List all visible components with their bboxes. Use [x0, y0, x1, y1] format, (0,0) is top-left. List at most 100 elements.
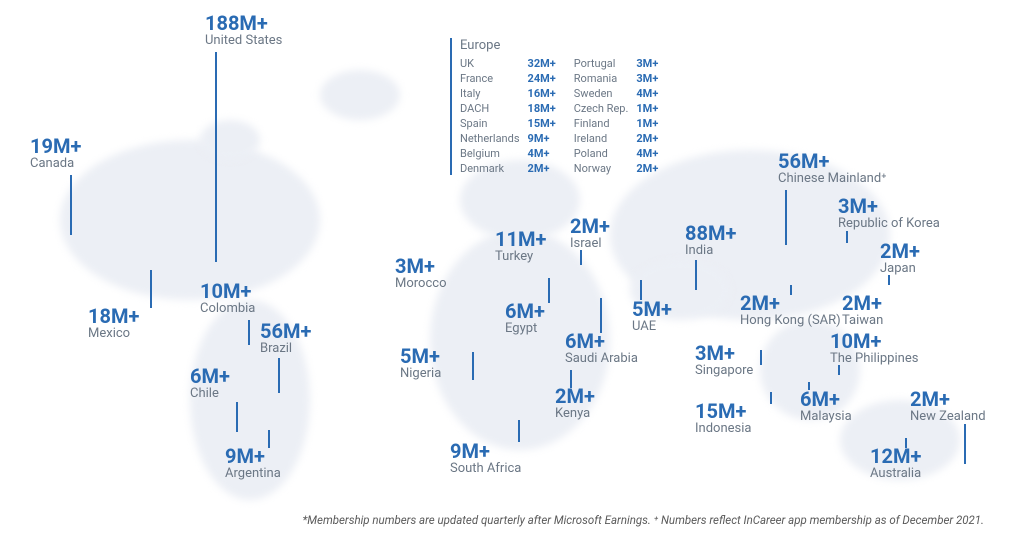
callout-value: 6M+: [190, 365, 230, 387]
callout-label: Morocco: [395, 277, 446, 291]
callout-ca: 19M+Canada: [30, 135, 81, 171]
callout-value: 5M+: [632, 298, 672, 320]
leader-line: [770, 392, 772, 404]
leader-line: [846, 231, 848, 243]
footnote: *Membership numbers are updated quarterl…: [303, 513, 985, 527]
leader-line: [518, 420, 520, 442]
callout-label: Brazil: [260, 342, 311, 356]
callout-label: The Philippines: [830, 352, 918, 366]
callout-ae: 5M+UAE: [632, 298, 672, 334]
callout-value: 3M+: [395, 255, 446, 277]
callout-za: 9M+South Africa: [450, 440, 521, 476]
callout-hk: 2M+Hong Kong (SAR): [740, 292, 841, 328]
world-membership-map: Europe UK32M+France24M+Italy16M+DACH18M+…: [0, 0, 1024, 539]
europe-country: Spain: [460, 117, 520, 130]
callout-sg: 3M+Singapore: [695, 342, 753, 378]
callout-label: South Africa: [450, 462, 521, 476]
europe-value: 2M+: [528, 162, 556, 175]
leader-line: [695, 260, 697, 290]
callout-eg: 6M+Egypt: [505, 300, 545, 336]
callout-ph: 10M+The Philippines: [830, 330, 918, 366]
callout-value: 3M+: [695, 342, 753, 364]
callout-label: Hong Kong (SAR): [740, 314, 841, 328]
callout-au: 12M+Australia: [870, 445, 921, 481]
leader-line: [150, 270, 152, 308]
callout-label: New Zealand: [910, 410, 986, 424]
callout-label: Malaysia: [800, 410, 852, 424]
callout-cn: 56M+Chinese Mainland⁺: [778, 150, 886, 186]
europe-value: 32M+: [528, 57, 556, 70]
callout-value: 56M+: [778, 150, 886, 172]
callout-nz: 2M+New Zealand: [910, 388, 986, 424]
callout-label: Taiwan: [842, 314, 883, 328]
callout-value: 6M+: [800, 388, 852, 410]
callout-label: Republic of Korea: [838, 217, 940, 231]
callout-ma: 3M+Morocco: [395, 255, 446, 291]
callout-value: 56M+: [260, 320, 311, 342]
callout-label: Argentina: [225, 467, 281, 481]
callout-value: 9M+: [225, 445, 281, 467]
europe-value: 4M+: [528, 147, 556, 160]
callout-value: 12M+: [870, 445, 921, 467]
callout-label: Mexico: [88, 327, 139, 341]
europe-country: Sweden: [574, 87, 629, 100]
callout-label: Turkey: [495, 250, 546, 264]
europe-value: 18M+: [528, 102, 556, 115]
callout-us: 188M+United States: [205, 12, 282, 48]
europe-value: 2M+: [636, 162, 658, 175]
callout-my: 6M+Malaysia: [800, 388, 852, 424]
leader-line: [548, 278, 550, 303]
callout-value: 11M+: [495, 228, 546, 250]
europe-country: Ireland: [574, 132, 629, 145]
callout-label: United States: [205, 34, 282, 48]
europe-country: Finland: [574, 117, 629, 130]
leader-line: [838, 365, 840, 375]
europe-country: France: [460, 72, 520, 85]
europe-value: 4M+: [636, 87, 658, 100]
callout-cl: 6M+Chile: [190, 365, 230, 401]
callout-label: India: [685, 244, 736, 258]
callout-value: 18M+: [88, 305, 139, 327]
callout-value: 88M+: [685, 222, 736, 244]
europe-col-1: UK32M+France24M+Italy16M+DACH18M+Spain15…: [460, 57, 556, 175]
leader-line: [600, 298, 602, 333]
callout-ar: 9M+Argentina: [225, 445, 281, 481]
europe-value: 9M+: [528, 132, 556, 145]
callout-label: Japan: [880, 262, 920, 276]
callout-tr: 11M+Turkey: [495, 228, 546, 264]
callout-value: 19M+: [30, 135, 81, 157]
europe-country: Norway: [574, 162, 629, 175]
leader-line: [760, 350, 762, 365]
callout-label: Egypt: [505, 322, 545, 336]
callout-label: Israel: [570, 237, 610, 251]
europe-country: Belgium: [460, 147, 520, 160]
leader-line: [70, 175, 72, 235]
europe-value: 15M+: [528, 117, 556, 130]
europe-country: Netherlands: [460, 132, 520, 145]
europe-country: Italy: [460, 87, 520, 100]
callout-value: 2M+: [555, 385, 595, 407]
landmass: [60, 140, 320, 300]
leader-line: [580, 250, 582, 265]
callout-label: Saudi Arabia: [565, 352, 638, 366]
callout-label: Canada: [30, 157, 81, 171]
callout-value: 6M+: [565, 330, 638, 352]
callout-in: 88M+India: [685, 222, 736, 258]
callout-jp: 2M+Japan: [880, 240, 920, 276]
callout-ke: 2M+Kenya: [555, 385, 595, 421]
leader-line: [472, 352, 474, 380]
europe-country: Czech Rep.: [574, 102, 629, 115]
europe-country: DACH: [460, 102, 520, 115]
callout-mx: 18M+Mexico: [88, 305, 139, 341]
callout-value: 3M+: [838, 195, 940, 217]
europe-box: Europe UK32M+France24M+Italy16M+DACH18M+…: [450, 38, 740, 175]
callout-value: 2M+: [880, 240, 920, 262]
leader-line: [964, 424, 966, 464]
leader-line: [248, 320, 250, 345]
europe-country: UK: [460, 57, 520, 70]
callout-value: 10M+: [200, 280, 255, 302]
callout-value: 2M+: [740, 292, 841, 314]
callout-value: 6M+: [505, 300, 545, 322]
leader-line: [785, 190, 787, 245]
callout-label: Chile: [190, 387, 230, 401]
